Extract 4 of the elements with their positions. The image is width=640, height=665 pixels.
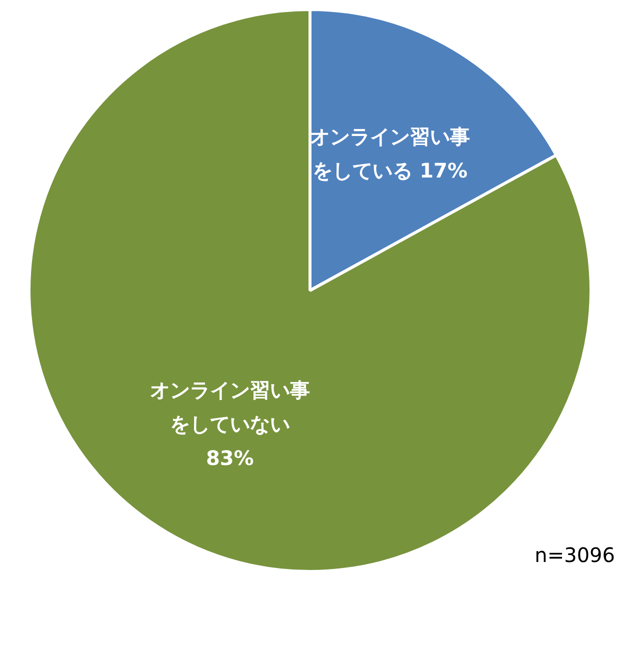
slice-label: オンライン習い事をしている 17% [310,124,470,182]
text: n=3096 [534,543,615,568]
slice-label: オンライン習い事をしていない [150,378,310,436]
data-label: 83% [206,446,254,470]
